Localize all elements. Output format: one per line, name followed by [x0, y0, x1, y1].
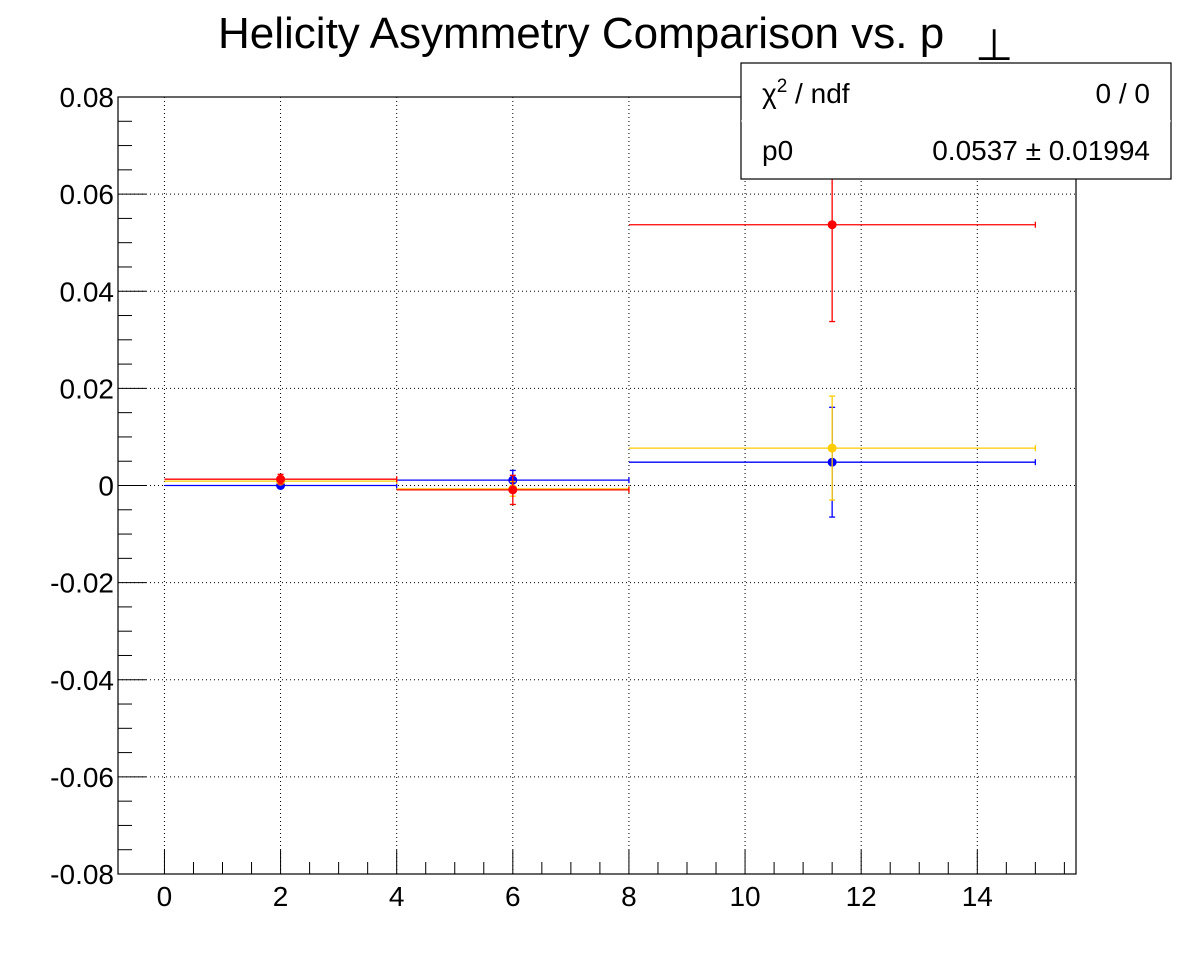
- data-series-0: [164, 406, 1037, 518]
- data-series-layer: [164, 127, 1037, 518]
- chart-title-subscript: ⊥: [975, 21, 1013, 70]
- stats-row-p0-value: 0.0537 ± 0.01994: [932, 135, 1150, 166]
- x-tick-label: 0: [157, 881, 173, 912]
- data-point: [508, 485, 518, 495]
- chart-title: Helicity Asymmetry Comparison vs. p: [218, 9, 944, 58]
- data-point: [276, 474, 286, 484]
- x-tick-label: 14: [962, 881, 993, 912]
- y-tick-label: 0.02: [60, 373, 115, 404]
- y-tick-label: -0.06: [50, 762, 114, 793]
- x-tick-label: 12: [846, 881, 877, 912]
- x-tick-label: 10: [729, 881, 760, 912]
- y-tick-label: 0.06: [60, 179, 115, 210]
- data-point: [827, 443, 837, 453]
- stats-row-chi2-label: χ2 / ndf: [762, 76, 850, 109]
- y-tick-label: 0.08: [60, 82, 115, 113]
- data-point: [827, 220, 837, 230]
- y-tick-label: -0.04: [50, 665, 114, 696]
- x-tick-label: 8: [621, 881, 637, 912]
- fit-stats-box: χ2 / ndf 0 / 0 p0 0.0537 ± 0.01994: [740, 62, 1172, 180]
- y-tick-label: 0.04: [60, 276, 115, 307]
- x-tick-label: 2: [273, 881, 289, 912]
- y-tick-label: -0.08: [50, 859, 114, 890]
- stats-row-p0-label: p0: [762, 135, 793, 166]
- data-series-1: [164, 395, 1037, 501]
- y-tick-label: -0.02: [50, 568, 114, 599]
- y-tick-label: 0: [98, 471, 114, 502]
- x-tick-label: 4: [389, 881, 405, 912]
- stats-row-chi2-value: 0 / 0: [1096, 78, 1150, 109]
- axes: 0 2 4 6 8 10 12 14 0.08 0.06 0.04 0.02 0 -0.02 -0.04 -0…: [50, 82, 1077, 912]
- x-tick-label: 6: [505, 881, 521, 912]
- chart-title-text: Helicity Asymmetry Comparison vs. p: [218, 9, 944, 58]
